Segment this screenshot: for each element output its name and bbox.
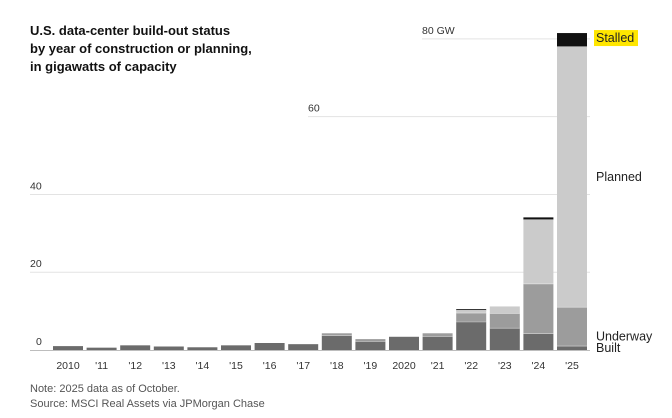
- bar-planned-14: [523, 219, 554, 284]
- chart-source: Source: MSCI Real Assets via JPMorgan Ch…: [30, 398, 265, 410]
- x-tick-label-9: '19: [364, 360, 378, 372]
- bar-built-15: [557, 346, 587, 350]
- bar-underway-15: [557, 307, 587, 347]
- bar-planned-12: [456, 310, 487, 314]
- x-tick-label-1: '11: [95, 360, 108, 372]
- bar-built-0: [53, 346, 83, 350]
- y-tick-label-40: 40: [30, 180, 42, 192]
- bar-stalled-12: [456, 309, 487, 311]
- x-tick-label-13: '23: [498, 360, 512, 372]
- bar-built-5: [221, 345, 251, 350]
- chart-note: Note: 2025 data as of October.: [30, 383, 180, 395]
- legend-label-built: Built: [596, 341, 621, 355]
- x-tick-label-2: '12: [128, 360, 142, 372]
- bar-built-6: [254, 343, 285, 350]
- chart-title-line-1: U.S. data-center build-out status: [30, 23, 231, 38]
- x-tick-label-0: 2010: [56, 360, 80, 372]
- chart-title: U.S. data-center build-out status by yea…: [30, 22, 330, 76]
- y-tick-label-60: 60: [308, 103, 320, 115]
- bar-planned-15: [557, 46, 587, 308]
- bar-underway-8: [321, 333, 352, 336]
- legend-label-planned: Planned: [596, 170, 642, 184]
- x-tick-label-11: '21: [431, 360, 445, 372]
- bar-built-7: [288, 344, 319, 350]
- chart-footer: Note: 2025 data as of October. Source: M…: [30, 382, 265, 412]
- x-tick-label-8: '18: [330, 360, 344, 372]
- x-tick-label-4: '14: [196, 360, 210, 372]
- bar-built-12: [456, 322, 487, 350]
- bar-built-2: [120, 345, 151, 350]
- bar-built-14: [523, 333, 554, 350]
- legend-label-stalled: Stalled: [596, 31, 634, 45]
- x-tick-label-7: '17: [296, 360, 310, 372]
- x-tick-label-10: 2020: [392, 360, 416, 372]
- bar-underway-13: [489, 313, 520, 329]
- bar-built-1: [86, 347, 117, 350]
- x-tick-label-6: '16: [263, 360, 277, 372]
- legend-highlight-stalled: [594, 30, 638, 47]
- x-tick-label-12: '22: [464, 360, 478, 372]
- y-tick-label-0: 0: [36, 336, 42, 348]
- bar-built-8: [321, 335, 352, 350]
- bar-built-3: [153, 346, 184, 350]
- bar-built-10: [389, 336, 419, 350]
- bar-underway-14: [523, 283, 554, 334]
- bar-stalled-15: [557, 33, 587, 47]
- bar-built-4: [187, 347, 218, 350]
- legend-label-underway: Underway: [596, 329, 653, 343]
- x-tick-label-14: '24: [532, 360, 546, 372]
- y-tick-label-80: 80 GW: [422, 25, 455, 37]
- x-tick-label-15: '25: [565, 360, 579, 372]
- bar-underway-12: [456, 313, 487, 322]
- bar-planned-13: [489, 306, 520, 314]
- chart-title-line-3: in gigawatts of capacity: [30, 59, 177, 74]
- bar-underway-9: [355, 339, 386, 342]
- bar-underway-11: [422, 333, 453, 337]
- y-tick-label-20: 20: [30, 258, 42, 270]
- x-tick-label-3: '13: [162, 360, 176, 372]
- x-tick-label-5: '15: [229, 360, 243, 372]
- chart-title-line-2: by year of construction or planning,: [30, 41, 252, 56]
- bar-built-13: [489, 328, 520, 350]
- bar-built-9: [355, 341, 386, 350]
- bar-stalled-14: [523, 217, 554, 220]
- bar-built-11: [422, 336, 453, 350]
